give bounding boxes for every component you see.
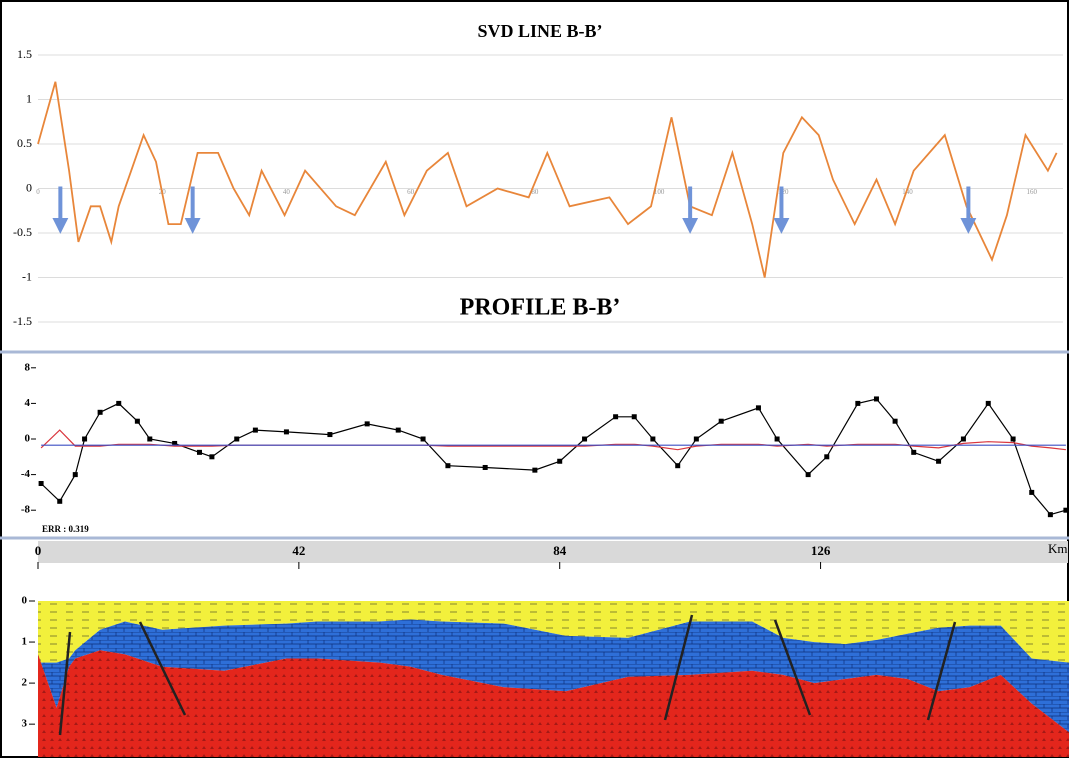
y-tick-label: 2 xyxy=(22,677,28,689)
x-tick-label: 40 xyxy=(283,188,291,196)
chart-title: PROFILE B-B’ xyxy=(460,295,621,321)
chart-title: SVD LINE B-B’ xyxy=(477,21,602,41)
y-tick-label: -4 xyxy=(21,468,31,480)
y-tick-label: 1.5 xyxy=(17,47,32,61)
y-tick-label: -1.5 xyxy=(13,314,32,328)
y-tick-label: 3 xyxy=(22,718,28,730)
y-tick-label: -1 xyxy=(22,269,32,283)
x-tick-label: 126 xyxy=(811,543,831,558)
annotation: ERR : 0.319 xyxy=(42,524,89,534)
y-tick-label: 1 xyxy=(26,91,32,105)
y-tick-label: 0 xyxy=(25,433,31,445)
y-tick-label: -8 xyxy=(21,504,31,516)
page: {"chart_data": [ {"type": "line", "title… xyxy=(0,0,1069,758)
x-axis-label: Km xyxy=(1048,541,1068,556)
y-tick-label: -0.5 xyxy=(13,225,32,239)
x-tick-label: 84 xyxy=(553,543,567,558)
figure: SVD LINE B-B’ PROFILE B-B’ ERR : 0.319 K… xyxy=(0,0,1069,758)
y-tick-label: 8 xyxy=(25,361,31,373)
y-tick-label: 0 xyxy=(22,595,28,607)
x-tick-label: 60 xyxy=(407,188,415,196)
y-tick-label: 0.5 xyxy=(17,136,32,150)
x-tick-label: 160 xyxy=(1026,188,1037,196)
x-tick-label: 42 xyxy=(292,543,305,558)
x-tick-label: 0 xyxy=(36,188,40,196)
y-tick-label: 0 xyxy=(26,180,32,194)
y-tick-label: 1 xyxy=(22,636,28,648)
y-tick-label: 4 xyxy=(25,397,31,409)
x-tick-label: 0 xyxy=(35,543,42,558)
